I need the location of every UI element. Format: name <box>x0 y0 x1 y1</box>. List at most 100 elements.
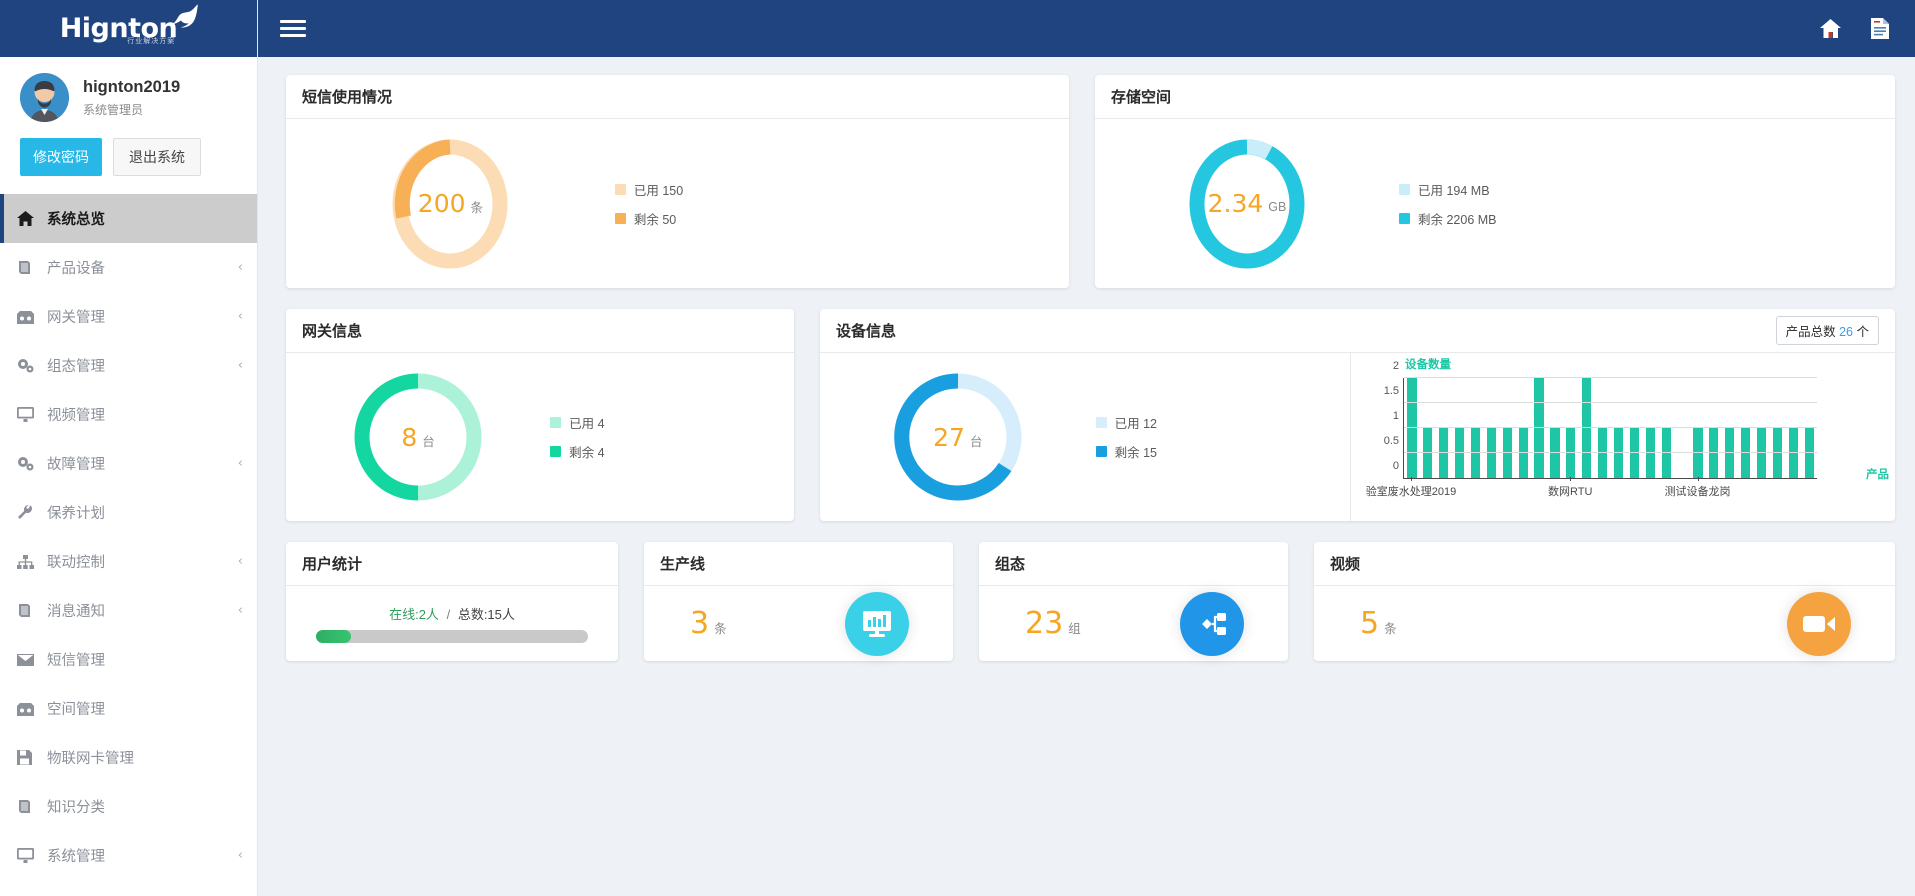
legend-label: 剩余 2206 MB <box>1418 212 1497 227</box>
monitor-icon <box>17 848 41 863</box>
video-camera-icon[interactable] <box>1787 591 1851 656</box>
username: hignton2019 <box>83 77 181 96</box>
gateway-unit: 台 <box>422 434 435 449</box>
bar <box>1550 427 1560 478</box>
sidebar-item-10[interactable]: 空间管理 <box>0 684 257 733</box>
legend-label: 已用 150 <box>633 183 684 198</box>
bar <box>1645 427 1655 478</box>
product-total-badge[interactable]: 产品总数 26 个 <box>1775 316 1879 345</box>
home-icon[interactable] <box>1820 19 1841 38</box>
sidebar: Hignton 行业解决方案 <box>0 0 258 896</box>
badge-value: 26 <box>1839 325 1853 339</box>
gears-icon <box>17 456 41 471</box>
logout-button[interactable]: 退出系统 <box>113 138 201 176</box>
sidebar-item-5[interactable]: 故障管理 ‹ <box>0 439 257 488</box>
card-configuration: 组态 23 组 <box>979 542 1288 661</box>
sidebar-item-label: 故障管理 <box>47 457 105 473</box>
y-tick-label: 0.5 <box>1383 434 1399 447</box>
video-unit: 条 <box>1384 622 1397 636</box>
sidebar-item-label: 网关管理 <box>47 310 105 326</box>
sidebar-item-3[interactable]: 组态管理 ‹ <box>0 341 257 390</box>
envelope-icon <box>17 653 41 666</box>
wrench-icon <box>17 505 41 520</box>
user-role: 系统管理员 <box>83 103 144 118</box>
chevron-left-icon: ‹ <box>237 603 243 618</box>
bar <box>1709 427 1719 478</box>
change-password-button[interactable]: 修改密码 <box>20 138 102 176</box>
bar-slot <box>1801 378 1817 478</box>
legend-label: 剩余 4 <box>569 446 605 460</box>
brand-subtitle: 行业解决方案 <box>127 37 176 45</box>
document-icon[interactable] <box>1871 18 1889 39</box>
chart-plot-area: 0 0.5 1 1.5 2 <box>1384 360 1817 479</box>
sidebar-item-4[interactable]: 视频管理 <box>0 390 257 439</box>
sidebar-item-12[interactable]: 知识分类 <box>0 782 257 831</box>
card-gateway-info: 网关信息 8 <box>286 309 794 521</box>
bar-slot <box>1754 378 1770 478</box>
gridline <box>1404 401 1817 403</box>
chevron-left-icon: ‹ <box>237 358 243 373</box>
gateway-legend: 已用 4 剩余 4 <box>550 413 605 461</box>
legend-item: 已用 4 <box>550 413 605 432</box>
sidebar-item-11[interactable]: 物联网卡管理 <box>0 733 257 782</box>
top-bar <box>258 0 1915 57</box>
legend-item: 剩余 15 <box>1095 442 1157 461</box>
bar-slot <box>1468 378 1484 478</box>
storage-unit: GB <box>1268 199 1287 214</box>
card-title: 组态 <box>995 556 1026 573</box>
brand-logo-area[interactable]: Hignton 行业解决方案 <box>0 0 257 57</box>
dashboard-content: 短信使用情况 200 <box>258 57 1915 896</box>
sidebar-item-6[interactable]: 保养计划 <box>0 488 257 537</box>
sidebar-item-label: 消息通知 <box>47 604 105 620</box>
x-tick-label: 数网RTU <box>1547 485 1593 498</box>
chevron-left-icon: ‹ <box>237 260 243 275</box>
device-count-bar-chart: 设备数量 产品 0 0.5 1 1.5 2 验室废水处理2019 数网RTU 测试设备龙岗 <box>1350 353 1895 521</box>
legend-swatch <box>1095 446 1107 457</box>
sidebar-item-13[interactable]: 系统管理 ‹ <box>0 831 257 880</box>
hamburger-icon[interactable] <box>280 16 306 42</box>
badge-prefix: 产品总数 <box>1785 325 1836 339</box>
x-tick-label: 测试设备龙岗 <box>1664 485 1731 498</box>
chart-ylabel: 设备数量 <box>1405 358 1451 371</box>
production-monitor-icon[interactable] <box>845 591 909 656</box>
user-online-summary: 在线:2人 / 总数:15人 <box>316 604 588 623</box>
bar-slot <box>1483 378 1499 478</box>
gateway-icon <box>17 702 41 716</box>
avatar[interactable] <box>20 73 69 122</box>
legend-label: 已用 12 <box>1114 417 1157 431</box>
monitor-icon <box>17 407 41 422</box>
device-unit: 台 <box>969 434 983 449</box>
chart-bars <box>1404 377 1817 478</box>
sidebar-item-2[interactable]: 网关管理 ‹ <box>0 292 257 341</box>
bar-slot <box>1420 378 1436 478</box>
gateway-donut-chart: 8 台 <box>348 369 488 505</box>
x-tick-mark <box>1570 476 1572 481</box>
bar <box>1470 427 1481 478</box>
card-title: 存储空间 <box>1111 89 1172 106</box>
bar <box>1407 377 1417 478</box>
production-line-unit: 条 <box>714 622 727 636</box>
sidebar-item-8[interactable]: 消息通知 ‹ <box>0 586 257 635</box>
configuration-unit: 组 <box>1068 622 1081 636</box>
legend-label: 剩余 15 <box>1114 446 1157 460</box>
sidebar-item-label: 系统总览 <box>47 212 105 228</box>
topology-icon[interactable] <box>1180 591 1244 656</box>
card-storage: 存储空间 2.34 <box>1095 75 1895 288</box>
sidebar-item-7[interactable]: 联动控制 ‹ <box>0 537 257 586</box>
sidebar-item-0[interactable]: 系统总览 <box>0 194 257 243</box>
row-middle: 网关信息 8 <box>286 309 1895 521</box>
legend-swatch <box>614 183 626 195</box>
configuration-value: 23 <box>1025 606 1064 641</box>
sidebar-menu: 系统总览 产品设备 ‹ 网关管理 ‹ 组态管理 ‹ 视频管理 故障管理 ‹ 保养计划 联动控制 ‹ 消息通… <box>0 194 257 896</box>
book-icon <box>17 603 41 618</box>
bar-slot <box>1769 378 1785 478</box>
sidebar-item-9[interactable]: 短信管理 <box>0 635 257 684</box>
user-profile: hignton2019 系统管理员 修改密码 退出系统 <box>0 57 257 194</box>
card-title: 视频 <box>1330 556 1361 573</box>
sidebar-item-label: 空间管理 <box>47 702 105 718</box>
sidebar-item-label: 系统管理 <box>47 849 105 865</box>
chevron-left-icon: ‹ <box>237 554 243 569</box>
sidebar-item-1[interactable]: 产品设备 ‹ <box>0 243 257 292</box>
